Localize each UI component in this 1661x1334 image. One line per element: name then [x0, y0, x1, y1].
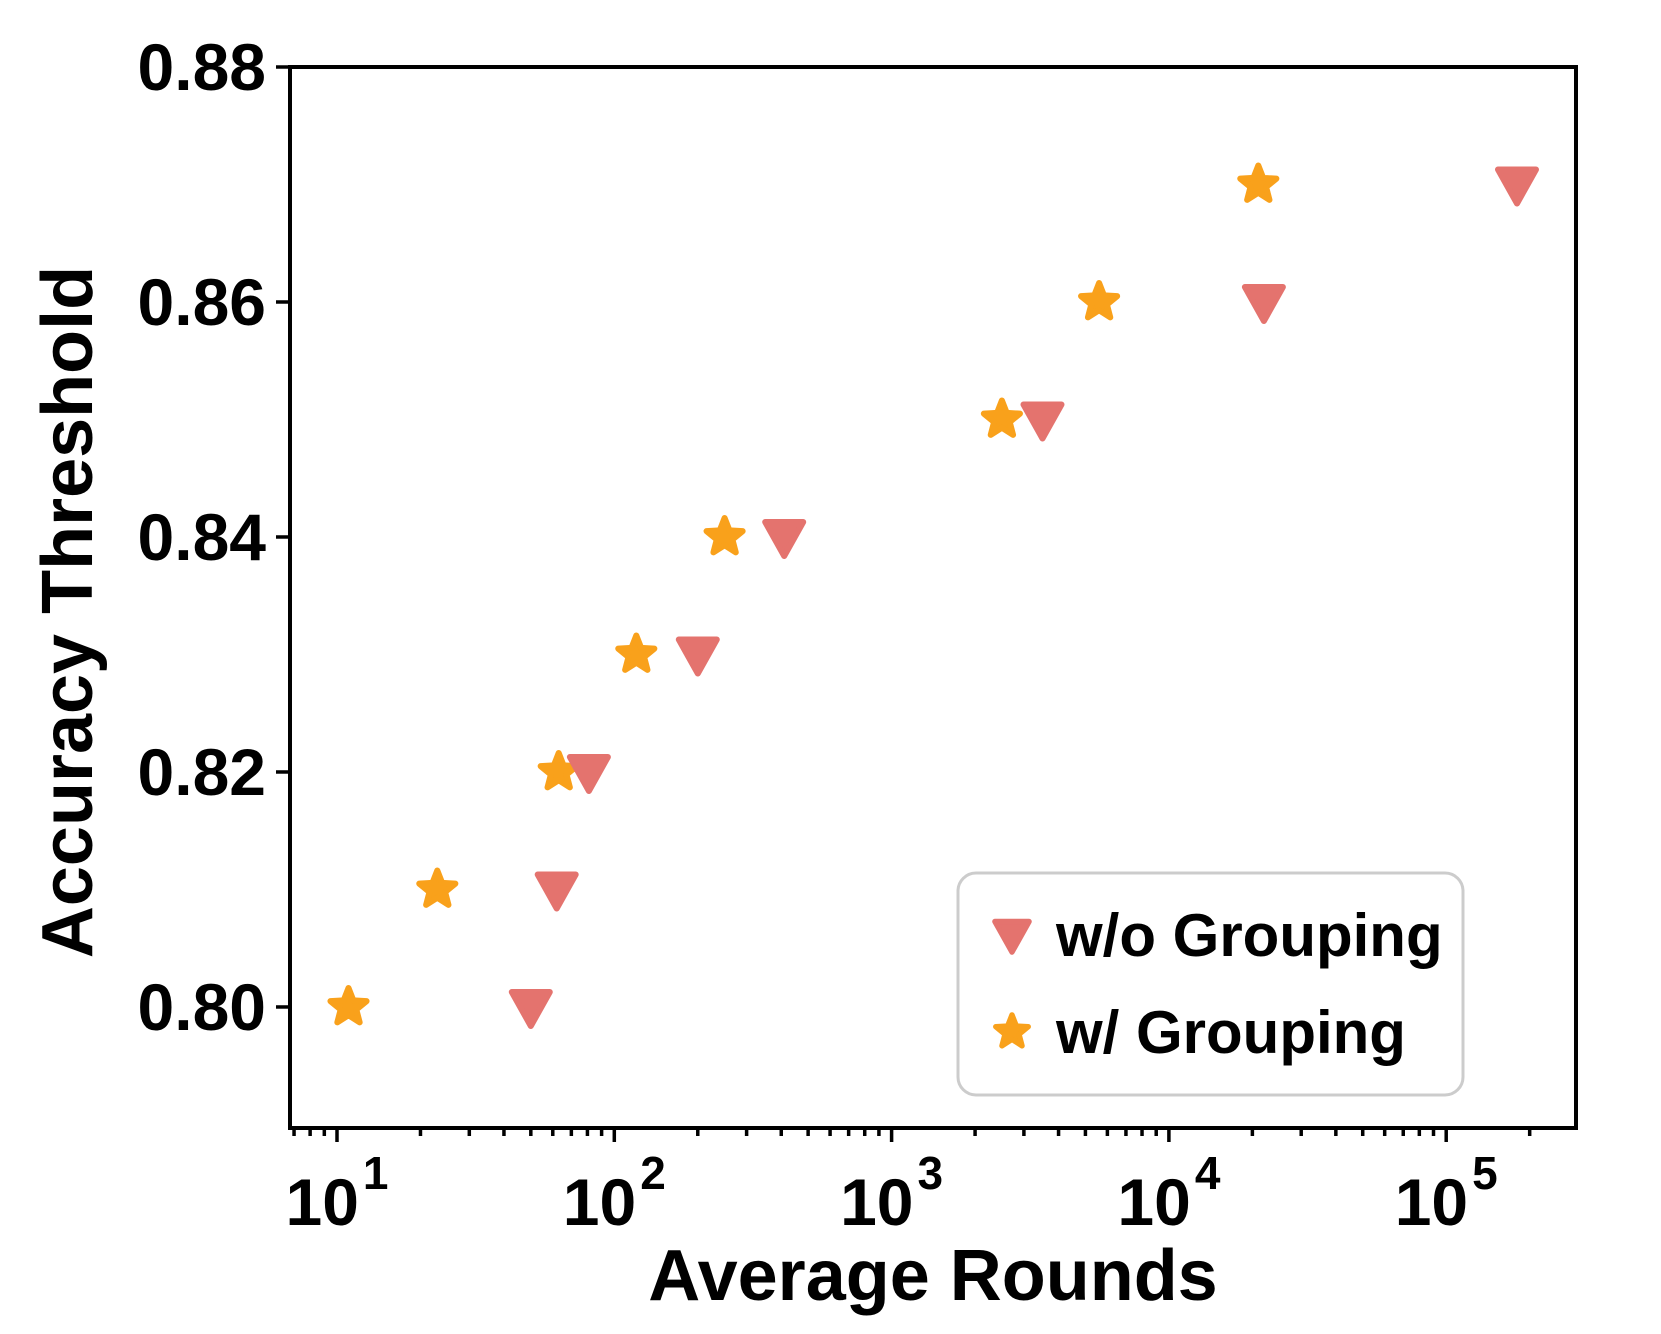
y-tick-label: 0.88 — [138, 30, 266, 104]
triangle-down-marker — [508, 989, 553, 1029]
y-axis-tick-labels: 0.80 0.82 0.84 0.86 0.88 — [138, 30, 267, 1044]
legend: w/o Grouping w/ Grouping — [956, 871, 1465, 1097]
x-axis-ticks — [292, 1128, 1532, 1142]
star-marker — [980, 397, 1023, 438]
triangle-down-marker — [566, 754, 611, 794]
x-tick-label: 105 — [1395, 1147, 1498, 1239]
y-tick-label: 0.86 — [138, 265, 266, 339]
y-axis-title: Accuracy Threshold — [28, 266, 108, 958]
x-tick-label: 104 — [1117, 1147, 1220, 1239]
legend-frame — [956, 871, 1465, 1097]
star-marker — [615, 632, 658, 673]
triangle-down-marker — [992, 918, 1032, 955]
star-marker — [327, 985, 370, 1026]
x-tick-label: 102 — [563, 1147, 666, 1239]
y-tick-label: 0.84 — [138, 500, 267, 574]
legend-label: w/o Grouping — [1055, 902, 1443, 969]
triangle-down-marker — [1020, 401, 1065, 442]
x-tick-label: 103 — [840, 1147, 943, 1239]
y-tick-label: 0.80 — [138, 970, 266, 1044]
x-axis-title: Average Rounds — [648, 1236, 1217, 1316]
plot-frame — [288, 65, 1578, 1130]
legend-label: w/ Grouping — [1055, 999, 1406, 1066]
star-marker — [1078, 280, 1121, 321]
star-marker — [703, 515, 746, 556]
x-tick-label: 101 — [285, 1147, 388, 1239]
triangle-down-marker — [675, 636, 720, 677]
y-tick-label: 0.82 — [138, 735, 266, 809]
star-marker — [416, 867, 459, 908]
data-points — [327, 162, 1539, 1029]
star-marker — [1237, 162, 1280, 203]
star-marker — [993, 1012, 1031, 1049]
triangle-down-marker — [1495, 166, 1539, 207]
triangle-down-marker — [762, 519, 807, 559]
y-axis-ticks — [276, 65, 290, 1009]
x-axis-tick-labels: 101 102 103 104 105 — [285, 1147, 1497, 1239]
triangle-down-marker — [1241, 284, 1286, 324]
triangle-down-marker — [534, 871, 579, 912]
legend-entries: w/o Grouping w/ Grouping — [992, 902, 1443, 1066]
